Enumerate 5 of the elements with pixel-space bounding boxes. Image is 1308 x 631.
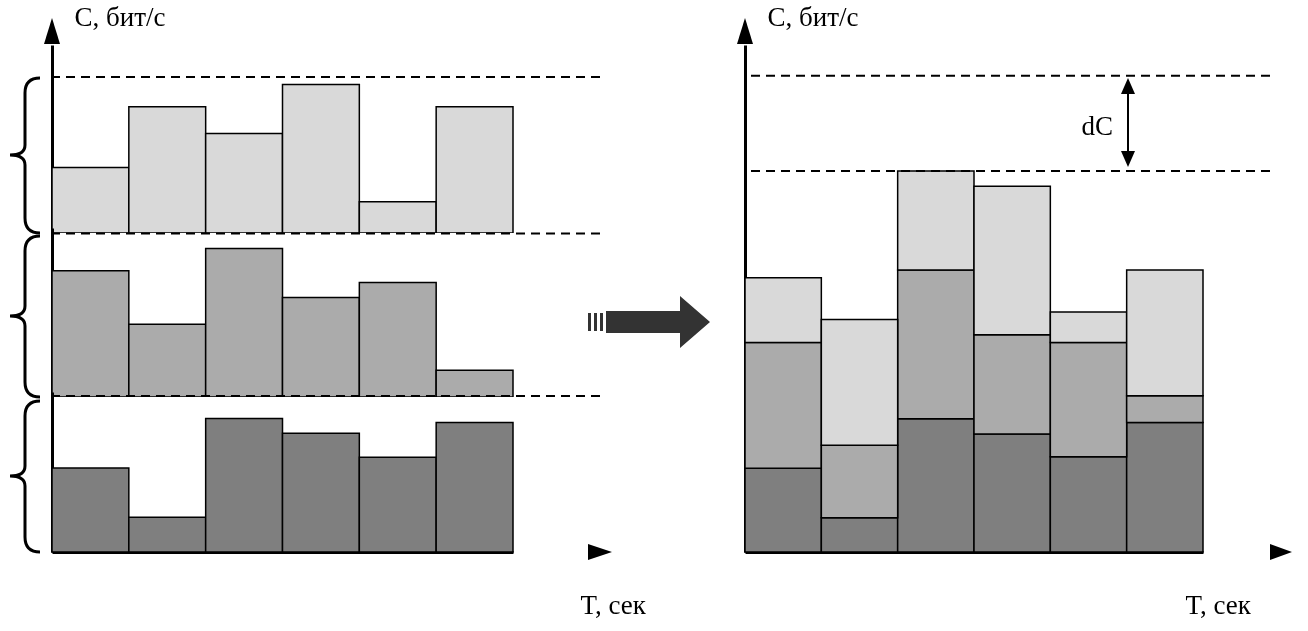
x-axis-title: T, сек <box>1185 589 1252 620</box>
y-axis-title: C, бит/с <box>767 1 859 32</box>
y-axis-title: C, бит/с <box>74 1 166 32</box>
x-axis-title: T, сек <box>580 589 647 620</box>
text: dC <box>1081 111 1113 141</box>
